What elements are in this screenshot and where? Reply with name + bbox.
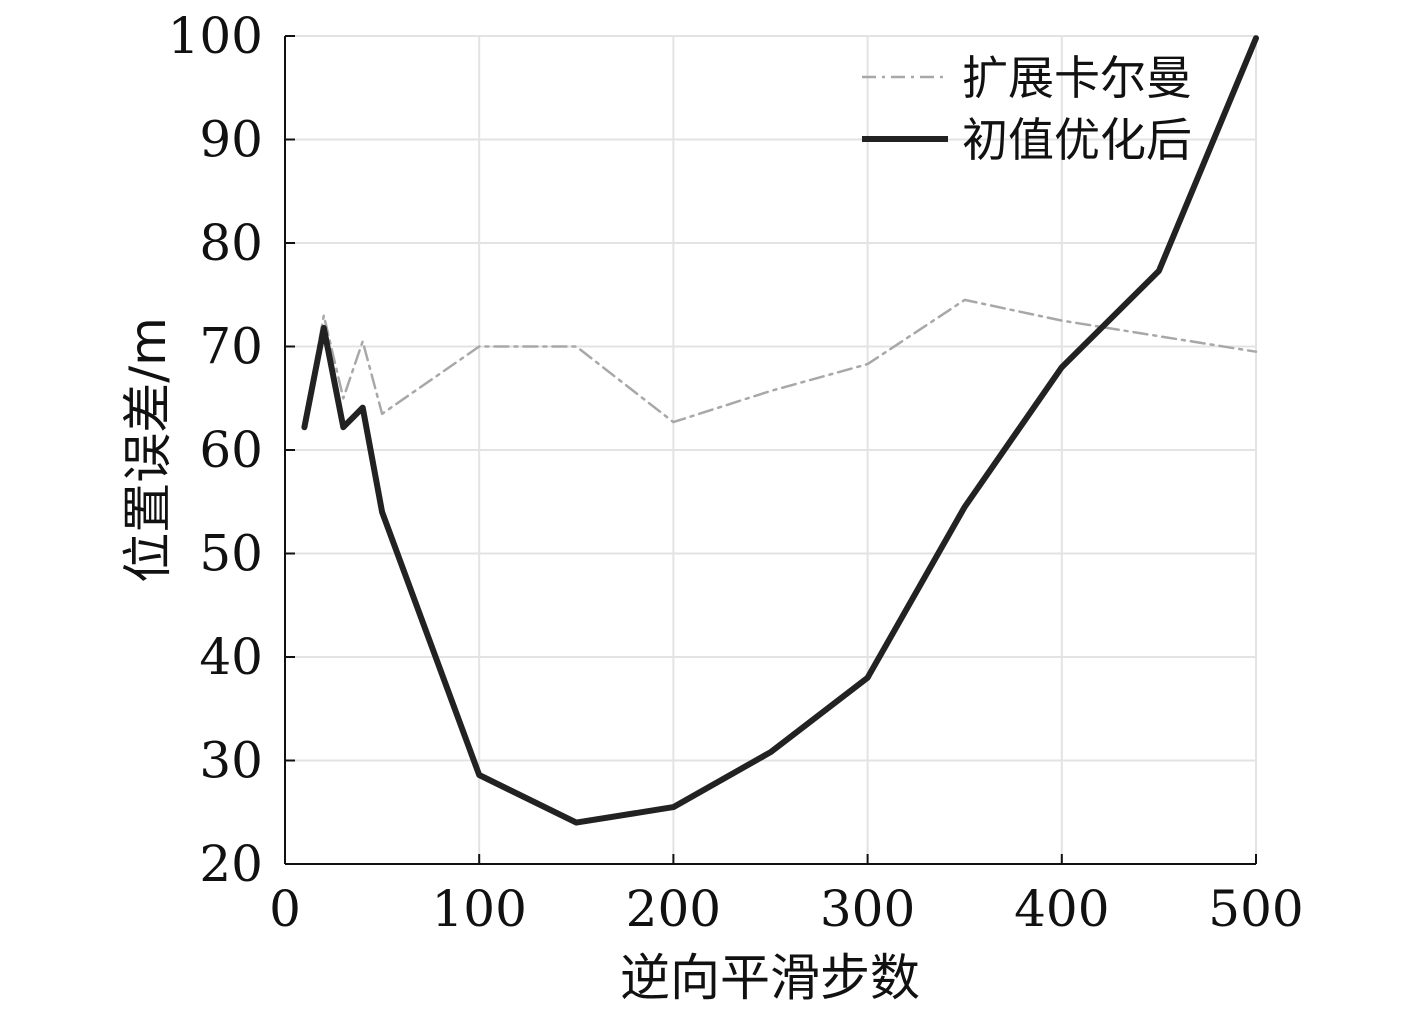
- x-tick-label-100: 100: [431, 880, 526, 938]
- series-line-1: [301, 35, 1259, 826]
- y-tick-label-60: 60: [199, 421, 263, 479]
- y-tick-label-80: 80: [199, 214, 263, 272]
- y-tick-label-100: 100: [168, 7, 263, 65]
- y-tick-label-30: 30: [199, 732, 263, 790]
- x-tick-label-0: 0: [269, 880, 301, 938]
- grid-lines: [285, 35, 1257, 864]
- y-tick-label-40: 40: [199, 628, 263, 686]
- x-tick-label-300: 300: [820, 880, 915, 938]
- x-tick-label-500: 500: [1208, 880, 1303, 938]
- axes: [284, 35, 1257, 865]
- x-axis-title: 逆向平滑步数: [620, 949, 920, 1007]
- y-tick-label-50: 50: [199, 525, 263, 583]
- series-line-0: [303, 298, 1258, 426]
- y-tick-label-90: 90: [199, 111, 263, 169]
- x-tick-label-400: 400: [1014, 880, 1109, 938]
- y-axis-title: 位置误差/m: [119, 317, 177, 583]
- legend-label-extended-kalman: 扩展卡尔曼: [962, 51, 1192, 105]
- tick-labels: 0 100 200 300 400 500 20 30 40 50 60 70 80 90 100: [168, 7, 1304, 938]
- legend-label-optimized-initial: 初值优化后: [962, 113, 1192, 167]
- y-tick-label-20: 20: [199, 835, 263, 893]
- y-tick-label-70: 70: [199, 318, 263, 376]
- series-layer: [301, 35, 1259, 826]
- x-tick-label-200: 200: [626, 880, 721, 938]
- legend: 扩展卡尔曼 初值优化后: [862, 51, 1192, 167]
